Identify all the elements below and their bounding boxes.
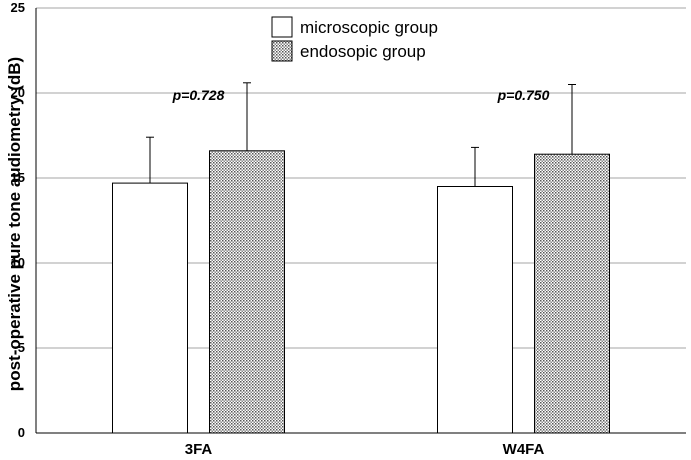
bar-3FA-series-0 <box>112 182 188 434</box>
legend-label-endoscopic: endosopic group <box>300 42 426 61</box>
y-tick-label-25: 25 <box>11 0 25 15</box>
bar-W4FA-series-0 <box>437 186 513 434</box>
p-value-annotation-3FA: p=0.728 <box>172 87 225 103</box>
legend-swatch-endoscopic <box>271 40 293 62</box>
y-tick-label-20: 20 <box>11 85 25 100</box>
p-value-annotation-W4FA: p=0.750 <box>497 87 550 103</box>
error-bars <box>146 82 576 187</box>
y-tick-label-5: 5 <box>18 340 25 355</box>
bars <box>112 150 610 434</box>
bar-3FA-series-1 <box>209 150 285 434</box>
bar-W4FA-series-1 <box>534 153 610 434</box>
x-category-label-3FA: 3FA <box>185 441 213 458</box>
y-axis-label: post-operative pure tone audiometry (dB) <box>5 57 24 391</box>
x-category-label-W4FA: W4FA <box>503 441 545 458</box>
y-tick-label-15: 15 <box>11 170 25 185</box>
annotations: p=0.728 p=0.750 <box>172 87 550 103</box>
x-axis-categories: 3FA W4FA <box>185 441 545 458</box>
legend: microscopic group endosopic group <box>271 16 438 62</box>
y-axis-ticks: 0 5 10 15 20 25 <box>11 0 25 440</box>
legend-swatch-microscopic <box>271 16 293 38</box>
legend-label-microscopic: microscopic group <box>300 18 438 37</box>
y-tick-label-10: 10 <box>11 255 25 270</box>
y-tick-label-0: 0 <box>18 425 25 440</box>
